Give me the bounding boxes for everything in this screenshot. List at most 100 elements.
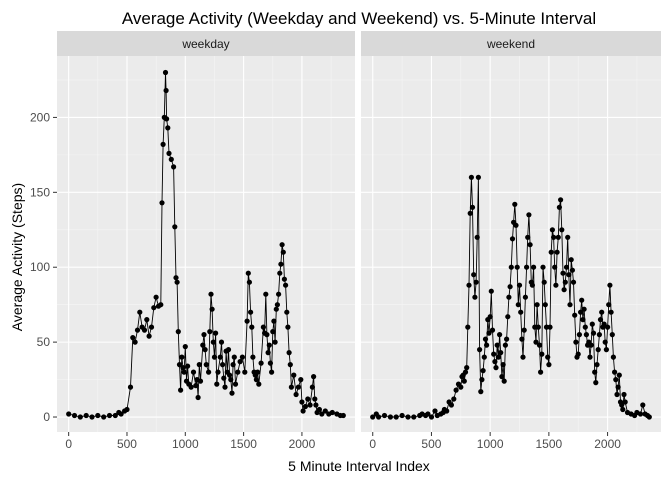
data-point bbox=[291, 372, 297, 378]
data-point bbox=[193, 383, 199, 389]
data-point bbox=[572, 312, 578, 318]
data-point bbox=[229, 390, 235, 396]
data-point bbox=[555, 234, 561, 240]
data-point bbox=[208, 291, 214, 297]
data-point bbox=[444, 408, 450, 414]
data-point bbox=[603, 347, 610, 353]
data-point bbox=[453, 387, 459, 393]
data-point bbox=[295, 384, 301, 390]
data-point bbox=[601, 321, 607, 327]
data-point bbox=[646, 414, 652, 420]
data-point bbox=[300, 408, 306, 414]
data-point bbox=[311, 374, 317, 380]
data-point bbox=[560, 270, 566, 276]
data-point bbox=[467, 210, 473, 216]
data-point bbox=[280, 249, 286, 255]
data-point bbox=[246, 279, 252, 285]
data-point bbox=[225, 347, 232, 353]
data-point bbox=[213, 330, 219, 336]
data-point bbox=[536, 342, 543, 348]
data-point bbox=[462, 369, 469, 375]
data-point bbox=[561, 287, 567, 293]
data-point bbox=[554, 249, 560, 255]
data-point bbox=[263, 291, 269, 297]
data-point bbox=[538, 369, 544, 375]
data-point bbox=[477, 347, 483, 353]
data-point bbox=[568, 257, 574, 263]
data-point bbox=[260, 324, 266, 330]
data-point bbox=[529, 282, 536, 288]
x-tick-label: 1000 bbox=[477, 437, 504, 451]
data-point bbox=[190, 369, 197, 375]
data-point bbox=[316, 406, 322, 413]
data-point bbox=[180, 365, 186, 371]
data-point bbox=[270, 329, 276, 335]
data-point bbox=[101, 414, 107, 420]
data-point bbox=[387, 414, 393, 420]
data-point bbox=[195, 394, 201, 401]
data-point bbox=[505, 314, 511, 320]
data-point bbox=[531, 264, 537, 270]
data-point bbox=[522, 294, 529, 300]
data-point bbox=[484, 342, 490, 348]
panel-strip bbox=[361, 31, 661, 56]
data-point bbox=[486, 330, 492, 336]
data-point bbox=[558, 197, 564, 203]
data-point bbox=[569, 267, 576, 273]
data-point bbox=[141, 327, 148, 333]
data-point bbox=[504, 336, 510, 342]
data-point bbox=[200, 342, 206, 348]
y-tick-label: 100 bbox=[30, 260, 50, 274]
data-point bbox=[201, 332, 207, 338]
data-point bbox=[159, 200, 165, 206]
y-tick-label: 150 bbox=[30, 185, 50, 199]
data-point bbox=[534, 302, 540, 308]
data-point bbox=[494, 342, 500, 348]
data-point bbox=[567, 302, 573, 308]
panel-background bbox=[361, 56, 661, 432]
data-point bbox=[405, 414, 411, 420]
data-point bbox=[106, 412, 113, 419]
data-point bbox=[509, 236, 516, 242]
data-point bbox=[286, 350, 292, 356]
data-point bbox=[563, 264, 570, 270]
x-tick-label: 1500 bbox=[536, 437, 563, 451]
data-point bbox=[576, 332, 583, 338]
panel-strip-label: weekday bbox=[181, 37, 229, 51]
data-point bbox=[340, 412, 346, 419]
data-point bbox=[71, 412, 78, 419]
data-point bbox=[541, 279, 547, 285]
data-point bbox=[182, 344, 188, 350]
data-point bbox=[181, 369, 187, 375]
data-point bbox=[163, 87, 169, 94]
data-point bbox=[83, 412, 89, 419]
data-point bbox=[575, 351, 581, 357]
data-point bbox=[95, 412, 101, 419]
data-point bbox=[185, 363, 191, 369]
data-point bbox=[491, 351, 497, 357]
data-point bbox=[548, 249, 554, 255]
data-point bbox=[160, 141, 166, 147]
data-point bbox=[221, 375, 227, 381]
data-point bbox=[596, 332, 603, 338]
data-point bbox=[606, 302, 612, 308]
data-point bbox=[619, 402, 625, 408]
data-point bbox=[175, 329, 181, 335]
data-point bbox=[573, 339, 579, 345]
data-point bbox=[613, 377, 619, 383]
data-point bbox=[307, 402, 313, 408]
data-point bbox=[235, 369, 241, 375]
data-point bbox=[464, 365, 470, 371]
data-point bbox=[158, 302, 164, 308]
data-point bbox=[587, 354, 593, 360]
data-point bbox=[562, 279, 568, 285]
data-point bbox=[488, 288, 494, 294]
data-point bbox=[487, 314, 493, 320]
data-point bbox=[640, 402, 646, 408]
data-point bbox=[305, 396, 311, 402]
y-tick-label: 50 bbox=[37, 335, 51, 349]
x-tick-label: 0 bbox=[369, 437, 376, 451]
panel-weekend: weekend 0 500 1000 1500 2000 bbox=[361, 31, 661, 451]
data-point bbox=[173, 275, 179, 281]
data-point bbox=[580, 317, 586, 323]
